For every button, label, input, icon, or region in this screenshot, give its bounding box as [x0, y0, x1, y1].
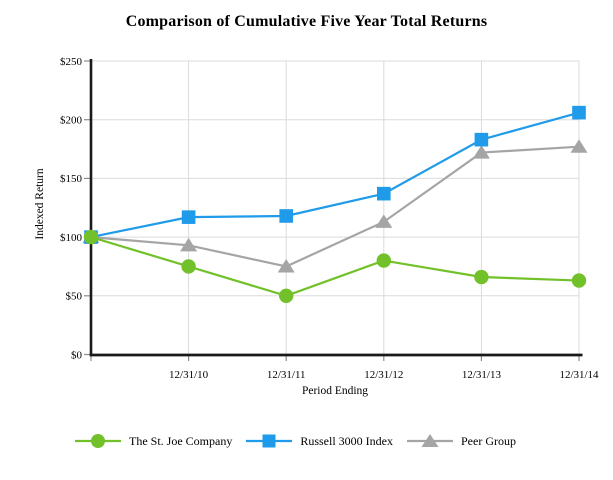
y-tick-label: $250	[60, 56, 83, 68]
x-tick-label: 12/31/12	[364, 369, 403, 381]
series-peer-group-marker	[570, 139, 588, 153]
x-tick-label: 12/31/11	[267, 369, 306, 381]
x-tick-label: 12/31/10	[169, 369, 209, 381]
legend-triangle-icon	[421, 434, 439, 447]
legend-label: The St. Joe Company	[129, 433, 233, 448]
series-the-st-joe-company-marker	[83, 229, 99, 245]
series-russell-3000-index-marker	[181, 210, 196, 224]
series-the-st-joe-company-line	[90, 236, 580, 297]
series-the-st-joe-company-marker	[376, 253, 391, 268]
legend-square-marker-icon	[246, 434, 293, 448]
series-the-st-joe-company-marker	[279, 288, 294, 303]
series-the-st-joe-company-marker	[474, 269, 489, 285]
legend-triangle-marker-icon	[407, 434, 453, 447]
series-peer-group-marker	[472, 145, 490, 159]
y-axis-title: Indexed Return	[34, 168, 46, 240]
legend-circle-icon	[91, 434, 105, 448]
series-peer-group-line	[90, 145, 580, 268]
series-russell-3000-index-line	[90, 111, 580, 239]
legend-circle-marker-icon	[75, 434, 121, 448]
y-tick-label: $200	[60, 115, 83, 127]
series-russell-3000-index-marker	[279, 209, 293, 223]
x-tick-label: 12/31/13	[462, 369, 502, 381]
legend-label: Russell 3000 Index	[300, 433, 393, 448]
x-axis-title: Period Ending	[301, 385, 369, 397]
series-russell-3000-index-marker	[572, 105, 586, 120]
series-russell-3000-index-marker	[474, 132, 489, 147]
x-tick-label: 12/31/14	[559, 369, 599, 381]
series-peer-group-marker	[375, 214, 393, 228]
y-tick-label: $100	[60, 232, 83, 244]
legend-square-icon	[262, 434, 276, 448]
series-the-st-joe-company-marker	[571, 273, 587, 288]
y-tick-label: $150	[60, 173, 83, 185]
y-tick-label: $0	[71, 349, 83, 361]
chart-title: Comparison of Cumulative Five Year Total…	[125, 13, 488, 30]
series-russell-3000-index-marker	[377, 186, 391, 201]
legend-label: Peer Group	[461, 433, 516, 448]
series-the-st-joe-company-marker	[181, 259, 196, 274]
series-peer-group-marker	[277, 258, 295, 273]
series-peer-group-marker	[180, 237, 198, 252]
legend-item-st-joe-company: The St. Joe Company	[74, 433, 232, 449]
legend-item-peer-group: Peer Group	[406, 433, 516, 449]
chart-legend: The St. Joe Company Russell 3000 Index P…	[74, 433, 516, 449]
y-tick-label: $50	[66, 291, 83, 303]
legend-item-russell-3000-index: Russell 3000 Index	[245, 433, 393, 449]
